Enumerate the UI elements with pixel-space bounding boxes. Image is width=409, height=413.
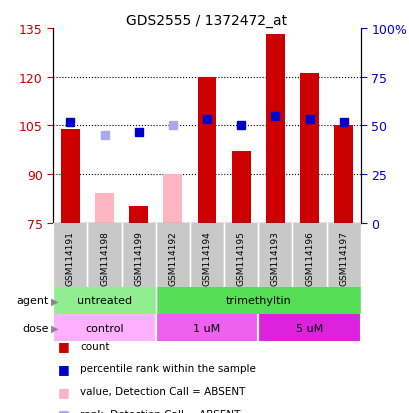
Bar (333, 126, 352, 223)
Text: untreated: untreated (77, 296, 132, 306)
Text: 5 uM: 5 uM (295, 323, 322, 333)
Text: GSM114193: GSM114193 (270, 231, 279, 285)
Bar (292, 223, 326, 287)
Text: ■: ■ (57, 407, 69, 413)
Text: trimethyltin: trimethyltin (225, 296, 290, 306)
Text: GSM114191: GSM114191 (66, 231, 75, 285)
Bar (197, 77, 216, 223)
Text: percentile rank within the sample: percentile rank within the sample (80, 363, 255, 373)
Bar (53, 287, 155, 314)
Bar (224, 223, 258, 287)
Bar (155, 223, 189, 287)
Bar (258, 314, 360, 342)
Bar (258, 223, 292, 287)
Text: ■: ■ (57, 362, 69, 375)
Text: dose: dose (22, 323, 49, 333)
Text: 1 uM: 1 uM (193, 323, 220, 333)
Title: GDS2555 / 1372472_at: GDS2555 / 1372472_at (126, 14, 287, 28)
Text: value, Detection Call = ABSENT: value, Detection Call = ABSENT (80, 386, 245, 396)
Text: GSM114199: GSM114199 (134, 231, 143, 285)
Text: GSM114194: GSM114194 (202, 231, 211, 285)
Text: ▶: ▶ (51, 296, 58, 306)
Bar (326, 223, 360, 287)
Text: ■: ■ (57, 385, 69, 398)
Text: GSM114197: GSM114197 (338, 231, 347, 285)
Bar (299, 74, 318, 223)
Text: GSM114195: GSM114195 (236, 231, 245, 285)
Text: rank, Detection Call = ABSENT: rank, Detection Call = ABSENT (80, 409, 240, 413)
Bar (53, 223, 87, 287)
Text: ■: ■ (57, 339, 69, 352)
Bar (121, 223, 155, 287)
Text: GSM114192: GSM114192 (168, 231, 177, 285)
Text: count: count (80, 341, 109, 351)
Text: control: control (85, 323, 124, 333)
Bar (155, 287, 360, 314)
Bar (155, 314, 258, 342)
Bar (189, 223, 224, 287)
Bar (231, 152, 250, 223)
Text: ▶: ▶ (51, 323, 58, 333)
Bar (53, 314, 155, 342)
Bar (265, 36, 284, 223)
Bar (129, 207, 148, 223)
Text: GSM114198: GSM114198 (100, 231, 109, 285)
Bar (87, 223, 121, 287)
Bar (163, 174, 182, 223)
Text: GSM114196: GSM114196 (304, 231, 313, 285)
Bar (95, 194, 114, 223)
Text: agent: agent (17, 296, 49, 306)
Bar (61, 129, 80, 223)
